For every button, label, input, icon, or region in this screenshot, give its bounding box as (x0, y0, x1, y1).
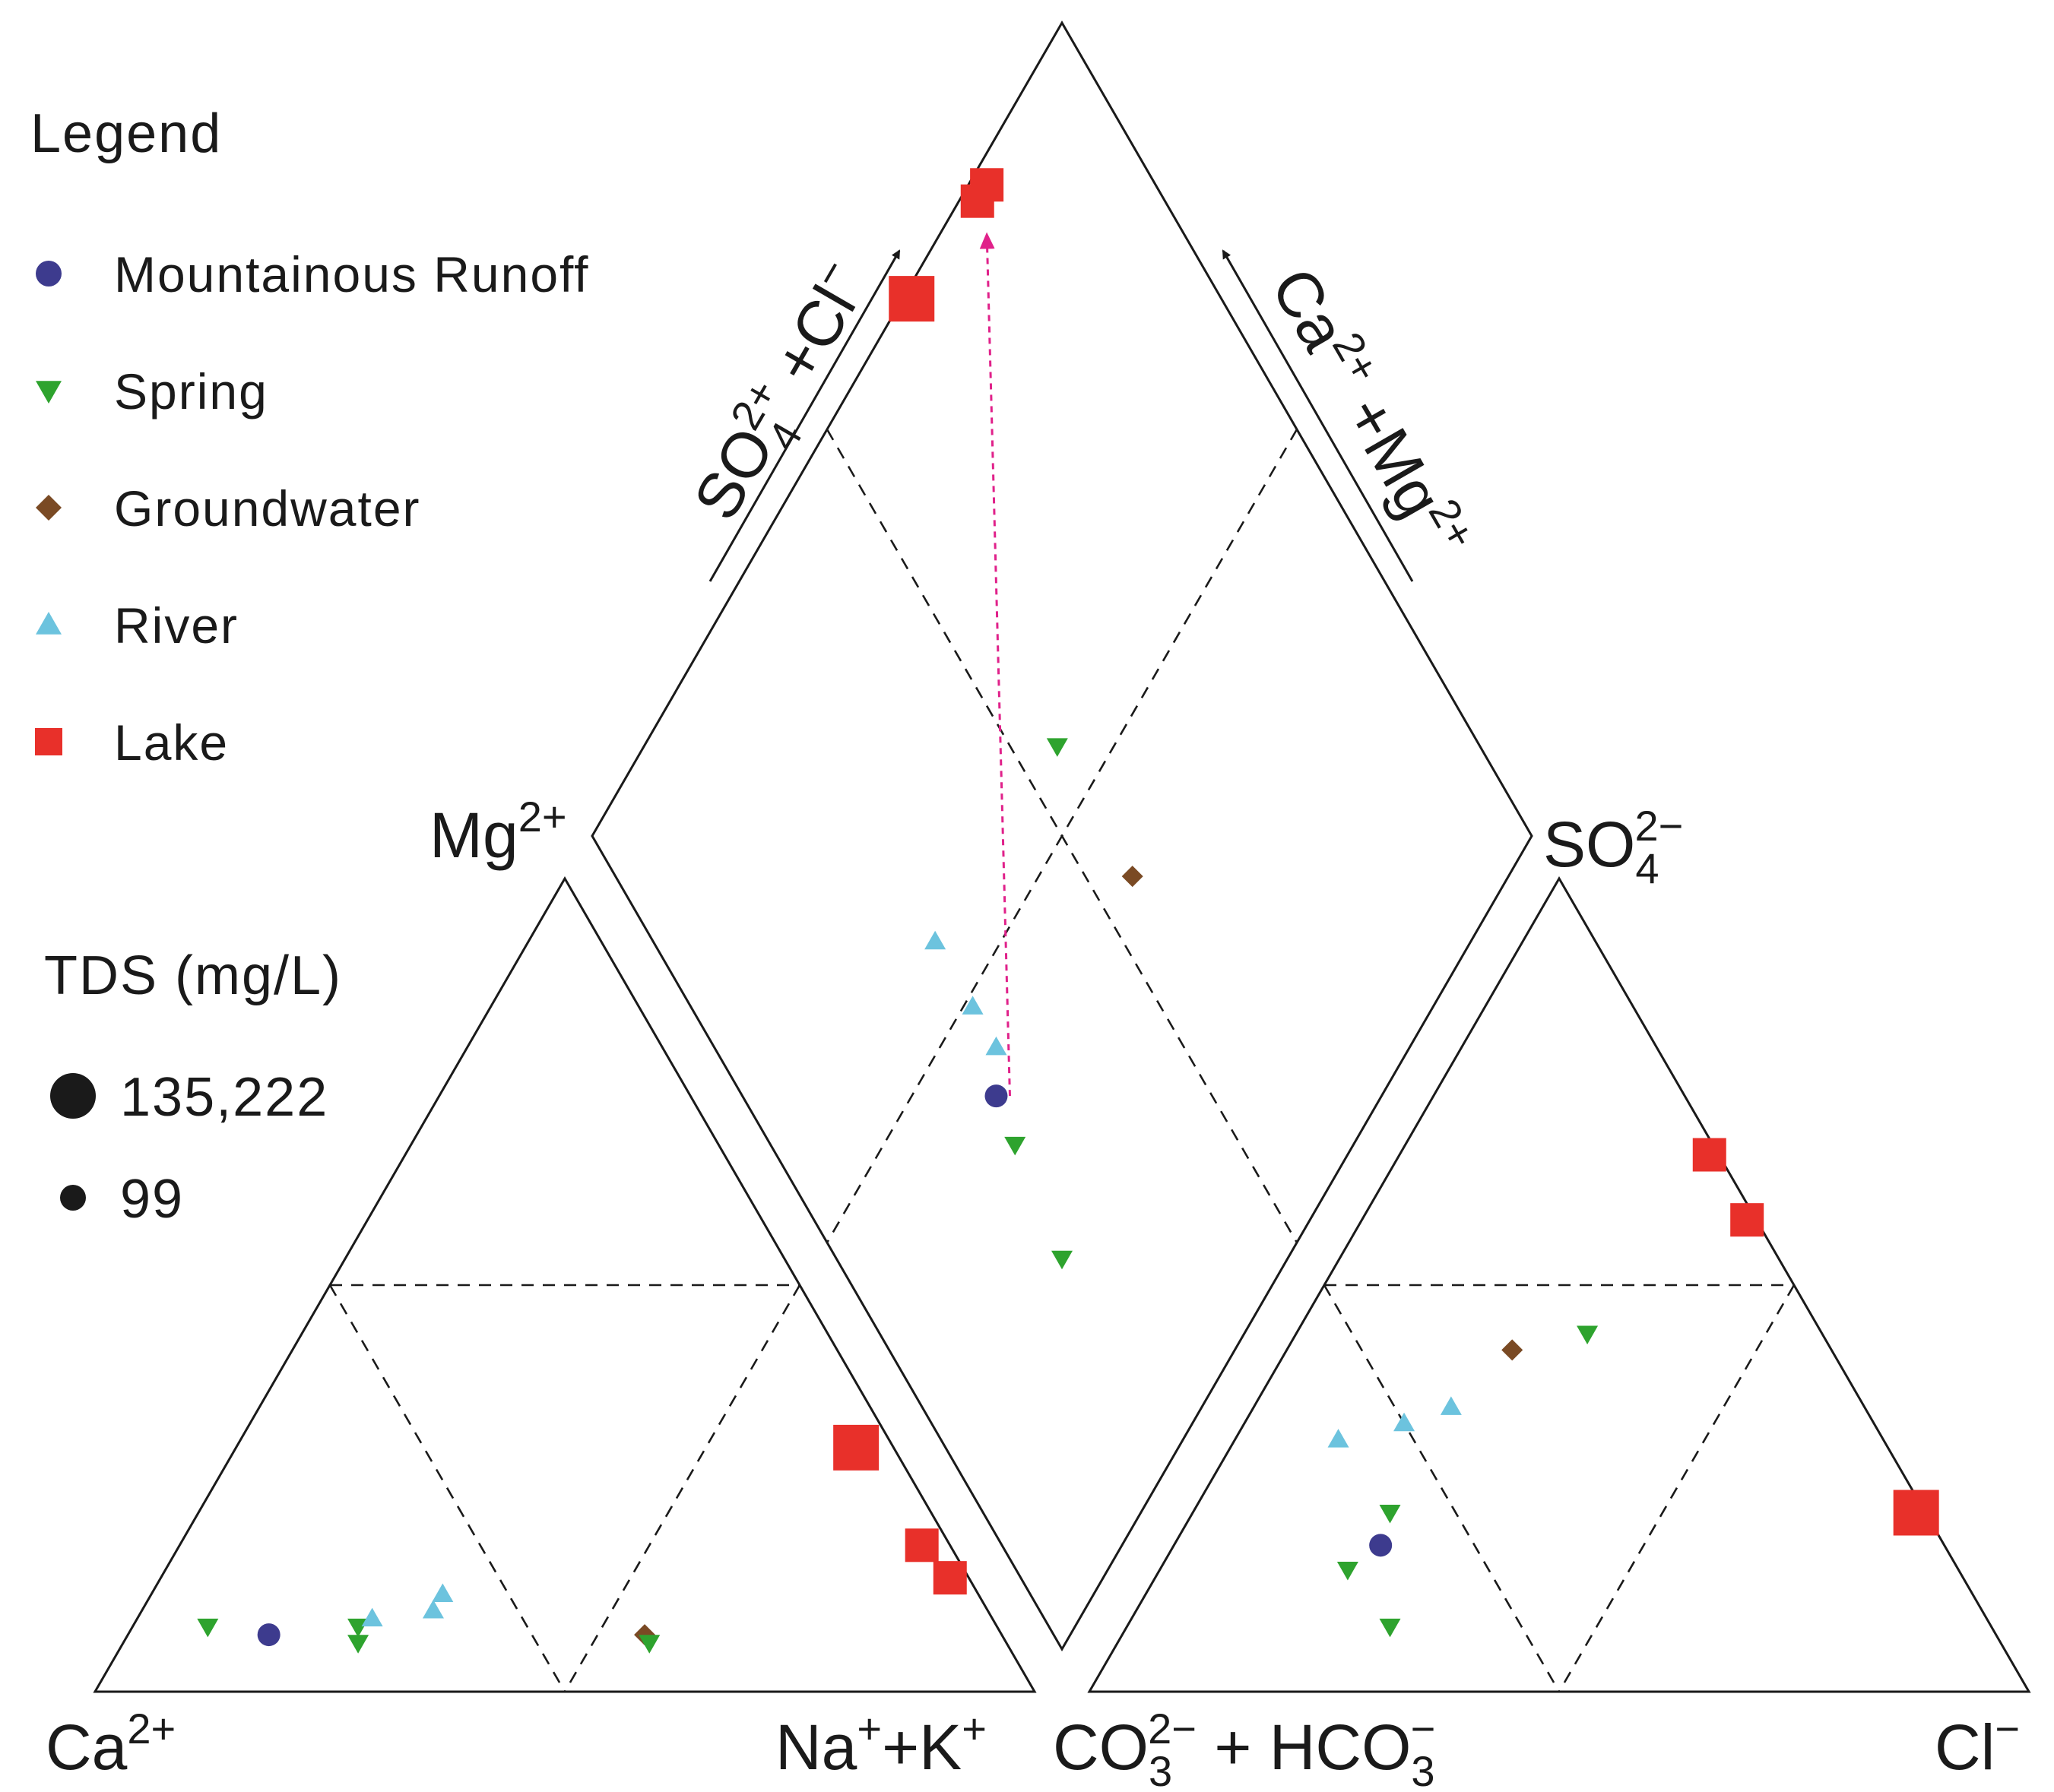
anion-river-point (1440, 1396, 1462, 1415)
legend-spring-label: Spring (114, 363, 268, 420)
legend-groundwater-label: Groundwater (114, 480, 421, 537)
tds-max-label: 135,222 (120, 1067, 328, 1128)
legend-mountainous-runoff-label: Mountainous Runoff (114, 246, 590, 302)
cation-lake-point (933, 1561, 967, 1595)
diamond-river-point (924, 930, 946, 950)
diamond-lake-point (889, 276, 935, 322)
tds-title: TDS (mg/L) (44, 945, 342, 1006)
legend-mountainous-runoff-marker (36, 261, 62, 287)
label-mg: Mg2+ (430, 793, 567, 871)
cation-lake-point (905, 1528, 939, 1562)
diamond-left-axis-arrow (708, 249, 901, 582)
diamond-frame (591, 21, 1533, 1651)
cation-mountainous-runoff-point (257, 1623, 281, 1647)
anion-spring-point (1577, 1325, 1599, 1345)
cation-spring-point (347, 1635, 369, 1654)
diamond-lake-point (970, 168, 1004, 202)
diamond-spring-point (1004, 1136, 1026, 1156)
anion-lake-point (1692, 1138, 1726, 1172)
legend-spring-marker (36, 381, 62, 404)
anion-lake-point (1730, 1203, 1764, 1237)
legend-items: Mountainous Runoff Spring Groundwater River… (35, 246, 590, 771)
cation-river-point (422, 1599, 444, 1619)
tds-legend: TDS (mg/L) 135,222 99 (44, 945, 342, 1230)
legend-lake-marker (35, 728, 62, 755)
label-ca: Ca2+ (46, 1705, 176, 1783)
legend-groundwater-marker (36, 495, 62, 521)
legend-river-label: River (114, 597, 239, 654)
legend: Legend Mountainous Runoff Spring Groundwat… (30, 103, 590, 771)
anion-spring-point (1379, 1505, 1401, 1524)
anion-river-point (1393, 1412, 1415, 1432)
tds-max-marker (50, 1073, 96, 1119)
label-so4: SO42− (1543, 802, 1683, 892)
diamond-spring-point (1046, 738, 1068, 757)
diamond-groundwater-point (1121, 866, 1143, 888)
anion-lake-point (1893, 1490, 1939, 1536)
cation-spring-point (197, 1618, 219, 1638)
anion-river-point (1327, 1429, 1349, 1448)
legend-lake-label: Lake (114, 714, 229, 771)
anion-triangle-grid (1323, 1284, 1796, 1692)
cation-spring-point (639, 1635, 661, 1654)
cation-river-point (361, 1607, 383, 1627)
cation-river-point (432, 1583, 454, 1603)
diamond-river-point (962, 996, 984, 1015)
diamond-left-axis-label: SO42+ +Cl− (675, 250, 893, 538)
anion-groundwater-point (1501, 1339, 1523, 1361)
anion-spring-point (1336, 1561, 1358, 1581)
diamond-mountainous-runoff-point (984, 1084, 1008, 1108)
label-na-k: Na++K+ (775, 1705, 987, 1783)
data-points (197, 168, 1939, 1654)
trend-arrow (979, 232, 1011, 1097)
legend-title: Legend (30, 103, 222, 164)
diamond-spring-point (1051, 1250, 1073, 1270)
anion-mountainous-runoff-point (1369, 1534, 1393, 1557)
tds-min-marker (60, 1185, 86, 1211)
cation-lake-point (833, 1424, 880, 1471)
label-co3-hco3: CO32− + HCO3− (1053, 1705, 1435, 1792)
tds-min-label: 99 (120, 1169, 184, 1230)
cation-triangle-grid (328, 1284, 801, 1692)
anion-spring-point (1379, 1618, 1401, 1638)
legend-river-marker (36, 612, 62, 635)
diamond-right-axis-label: Ca2+ +Mg2+ (1257, 254, 1485, 571)
diamond-right-axis-arrow (1222, 249, 1414, 582)
label-cl: Cl− (1935, 1705, 2020, 1783)
diamond-grid (826, 429, 1298, 1243)
diamond-river-point (985, 1036, 1007, 1056)
